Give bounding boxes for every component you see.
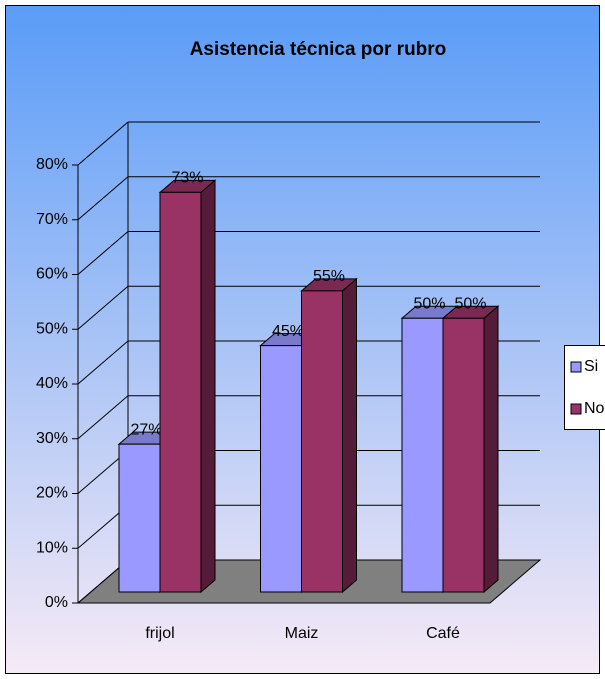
y-tick-label: 40%	[36, 375, 68, 392]
legend-box	[564, 345, 605, 430]
bar	[401, 317, 444, 593]
grid-line	[77, 395, 129, 440]
y-tick-label: 20%	[36, 485, 68, 502]
data-label: 45%	[272, 323, 304, 340]
bar	[260, 345, 302, 593]
y-tick-label: 30%	[36, 430, 68, 447]
bar-side	[200, 179, 216, 594]
x-tick-label: frijol	[145, 625, 174, 642]
bar	[442, 317, 485, 593]
grid-line	[77, 231, 129, 275]
legend-label: No	[584, 400, 605, 417]
x-tick-label: Maiz	[285, 625, 319, 642]
grid-line	[77, 340, 129, 385]
bar-side	[483, 305, 499, 594]
y-tick-label: 60%	[36, 266, 68, 283]
legend-label: Si	[584, 358, 598, 375]
data-label: 73%	[171, 170, 203, 187]
grid-line	[77, 285, 129, 330]
y-tick-label: 10%	[36, 539, 68, 556]
grid-line	[77, 121, 129, 166]
data-label: 55%	[313, 268, 345, 285]
y-tick-label: 80%	[36, 156, 68, 173]
bar	[301, 290, 343, 593]
bar	[118, 443, 161, 593]
x-tick-label: Café	[426, 625, 460, 642]
y-tick-label: 0%	[45, 594, 68, 611]
y-tick-label: 50%	[36, 320, 68, 337]
legend-swatch	[570, 361, 582, 373]
chart-title: Asistencia técnica por rubro	[190, 39, 447, 60]
y-tick-label: 70%	[36, 211, 68, 228]
legend-swatch	[570, 403, 582, 415]
data-label: 50%	[413, 295, 445, 312]
bar	[159, 191, 202, 593]
grid-line	[77, 176, 129, 221]
data-label: 27%	[130, 421, 162, 438]
data-label: 50%	[454, 295, 486, 312]
bar-side	[342, 277, 357, 594]
